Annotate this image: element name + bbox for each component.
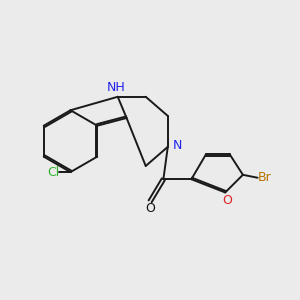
Text: Cl: Cl [48,166,60,178]
Text: O: O [222,194,232,207]
Text: O: O [145,202,155,215]
Text: Br: Br [257,171,271,184]
Text: NH: NH [107,81,126,94]
Text: N: N [172,139,182,152]
